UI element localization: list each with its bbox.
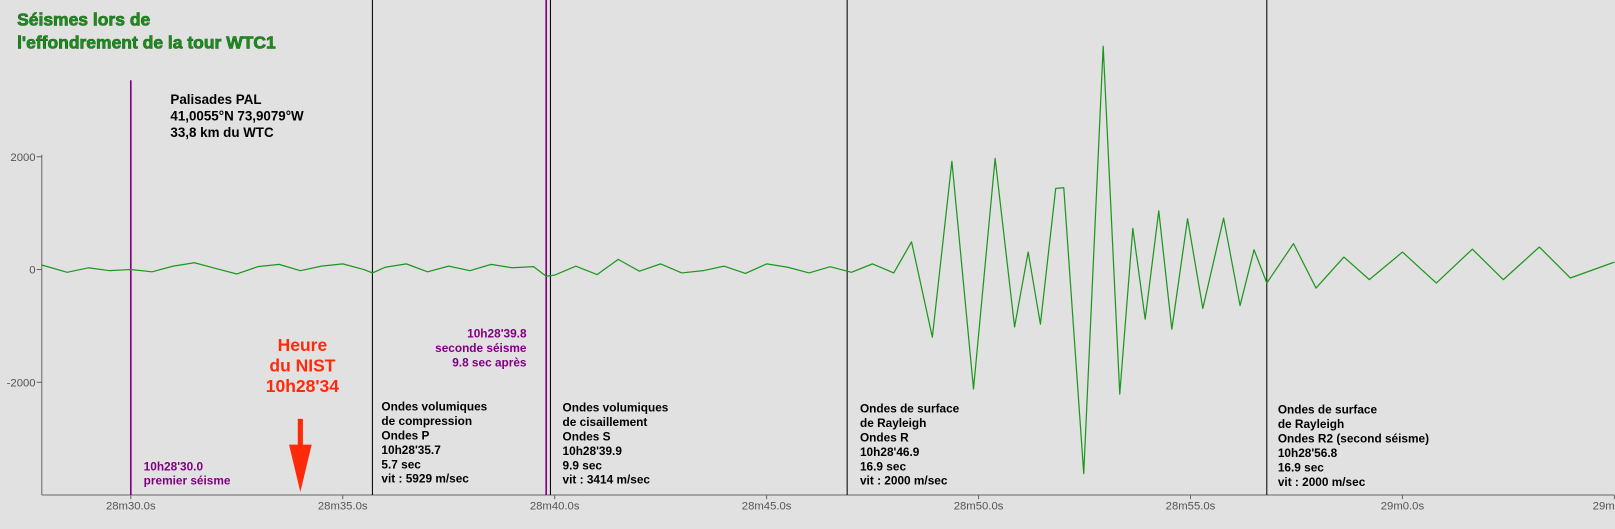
x-tick-label: 28m50.0s: [954, 500, 1004, 512]
event-label: de compression: [381, 414, 472, 428]
chart-title: Séismes lors de: [17, 10, 150, 30]
station-info: 33,8 km du WTC: [170, 125, 274, 140]
station-info: 41,0055°N 73,9079°W: [170, 108, 304, 123]
chart-title: l'effondrement de la tour WTC1: [17, 32, 276, 52]
nist-arrow-head: [289, 444, 312, 492]
event-label: Ondes volumiques: [563, 401, 669, 415]
x-tick-label: 28m55.0s: [1166, 500, 1216, 512]
event-label: 16.9 sec: [1278, 460, 1324, 474]
event-label: Ondes de surface: [1278, 403, 1378, 417]
event-label: 16.9 sec: [860, 459, 906, 473]
seismogram-line: [41, 45, 1615, 475]
event-label: vit : 3414 m/sec: [563, 473, 651, 487]
event-label: de Rayleigh: [860, 416, 926, 430]
event-label: 10h28'39.9: [563, 444, 623, 458]
nist-label: du NIST: [269, 356, 335, 376]
event-label: 10h28'35.7: [381, 443, 441, 457]
event-label: 10h28'30.0: [144, 459, 204, 473]
x-tick-label: 28m40.0s: [530, 500, 580, 512]
event-label: 9.9 sec: [563, 458, 603, 472]
event-label: 10h28'56.8: [1278, 446, 1338, 460]
event-label: vit : 2000 m/sec: [860, 474, 948, 488]
event-label: 5.7 sec: [381, 457, 421, 471]
event-label: Ondes R2 (second séisme): [1278, 432, 1429, 446]
event-label: 10h28'46.9: [860, 445, 920, 459]
x-tick-label: 29m0.0s: [1381, 500, 1425, 512]
x-tick-label: 28m45.0s: [742, 500, 792, 512]
x-tick-label: 29m5.0s: [1593, 500, 1615, 512]
event-label: de Rayleigh: [1278, 417, 1344, 431]
event-label: Ondes R: [860, 431, 909, 445]
y-tick-label: 2000: [10, 152, 35, 164]
event-label: de cisaillement: [563, 415, 648, 429]
y-tick-label: -2000: [7, 377, 36, 389]
nist-label: Heure: [278, 335, 328, 355]
event-label: Ondes volumiques: [381, 400, 487, 414]
event-label: Ondes P: [381, 428, 429, 442]
y-tick-label: 0: [29, 265, 35, 277]
event-label: 9.8 sec après: [452, 355, 527, 369]
x-tick-label: 28m35.0s: [318, 500, 368, 512]
event-label: vit : 2000 m/sec: [1278, 475, 1366, 489]
x-tick-label: 28m30.0s: [106, 500, 156, 512]
event-label: Ondes de surface: [860, 402, 960, 416]
event-label: seconde séisme: [435, 341, 527, 355]
event-label: vit : 5929 m/sec: [381, 472, 469, 486]
event-label: Ondes S: [563, 429, 611, 443]
station-info: Palisades PAL: [170, 92, 261, 107]
nist-label: 10h28'34: [266, 376, 339, 396]
event-label: premier séisme: [144, 474, 231, 488]
event-label: 10h28'39.8: [467, 327, 527, 341]
